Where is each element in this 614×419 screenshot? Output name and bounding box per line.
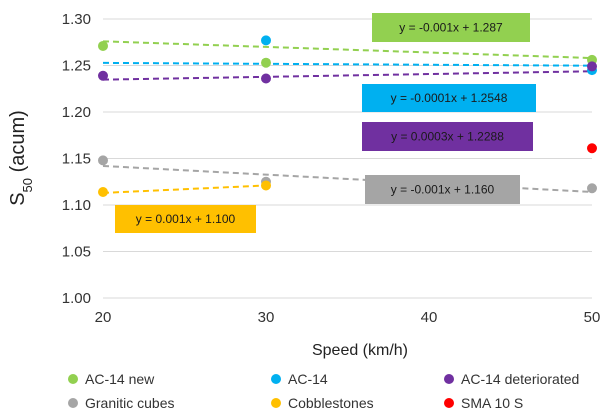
y-axis-label-main: S <box>7 192 29 205</box>
equation-label: y = -0.001x + 1.160 <box>391 183 495 197</box>
equation-box <box>115 205 256 233</box>
equation-box <box>362 84 536 112</box>
equation-label: y = -0.001x + 1.287 <box>399 21 503 35</box>
legend-marker <box>444 398 454 408</box>
grid-layer <box>103 18 592 299</box>
y-axis-label-sub: 50 <box>20 178 35 192</box>
y-tick-label: 1.20 <box>62 104 91 121</box>
data-point <box>587 61 597 72</box>
data-point <box>587 183 597 194</box>
legend-marker <box>271 374 281 384</box>
equation-box <box>372 13 530 42</box>
x-axis-label: Speed (km/h) <box>312 342 408 359</box>
data-point <box>98 155 108 166</box>
equation-label: y = -0.0001x + 1.2548 <box>391 91 508 105</box>
legend-label: Granitic cubes <box>85 395 174 411</box>
y-tick-label: 1.25 <box>62 58 91 75</box>
equation-layer: y = -0.001x + 1.287 y = -0.0001x + 1.2548… <box>115 13 536 233</box>
y-axis-label: S50 (acum) <box>7 110 35 206</box>
y-tick-label: 1.15 <box>62 151 91 168</box>
trend-layer <box>102 40 593 194</box>
tick-layer: 1.00 1.05 1.10 1.15 1.20 1.25 1.30 20 30 40 50 <box>62 11 601 326</box>
legend-label: SMA 10 S <box>461 395 523 411</box>
data-point <box>261 180 271 191</box>
y-tick-label: 1.00 <box>62 290 91 307</box>
data-point <box>261 57 271 68</box>
legend-marker <box>271 398 281 408</box>
equation-label: y = 0.001x + 1.100 <box>136 212 236 226</box>
trendline <box>102 184 267 194</box>
trendline <box>102 61 593 67</box>
legend-marker <box>68 398 78 408</box>
x-tick-label: 30 <box>258 309 275 326</box>
y-tick-label: 1.10 <box>62 197 91 214</box>
data-point <box>261 35 271 46</box>
y-tick-label: 1.30 <box>62 11 91 28</box>
trendline <box>102 70 593 81</box>
data-point <box>98 40 108 51</box>
legend: AC-14 new AC-14 AC-14 deteriorated Granitic… <box>68 371 579 411</box>
point-layer <box>98 35 597 197</box>
legend-marker <box>68 374 78 384</box>
y-tick-label: 1.05 <box>62 244 91 261</box>
equation-box <box>362 122 533 151</box>
equation-box <box>365 175 520 204</box>
trendline <box>102 164 593 193</box>
legend-label: Cobblestones <box>288 395 374 411</box>
legend-label: AC-14 deteriorated <box>461 371 579 387</box>
data-point <box>98 186 108 197</box>
legend-label: AC-14 <box>288 371 328 387</box>
trendline <box>102 40 593 60</box>
data-point <box>587 143 597 154</box>
data-point <box>261 73 271 84</box>
y-axis-label-suffix: (acum) <box>7 110 29 178</box>
legend-label: AC-14 new <box>85 371 155 387</box>
x-tick-label: 50 <box>584 309 601 326</box>
equation-label: y = 0.0003x + 1.2288 <box>391 130 504 144</box>
legend-marker <box>444 374 454 384</box>
x-tick-label: 40 <box>421 309 438 326</box>
data-point <box>98 70 108 81</box>
x-tick-label: 20 <box>95 309 112 326</box>
